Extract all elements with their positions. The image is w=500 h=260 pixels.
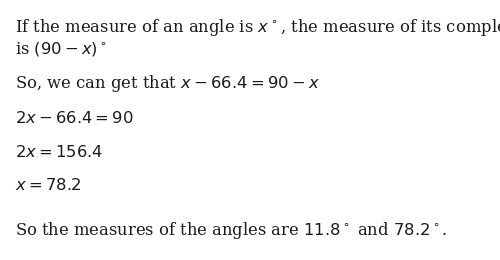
Text: So the measures of the angles are $11.8^\circ$ and $78.2^\circ$.: So the measures of the angles are $11.8^… [15,220,448,240]
Text: is $(90 - x)^\circ$: is $(90 - x)^\circ$ [15,40,107,58]
Text: $2x = 156.4$: $2x = 156.4$ [15,144,103,161]
Text: $x = 78.2$: $x = 78.2$ [15,177,82,194]
Text: So, we can get that $x - 66.4 = 90 - x$: So, we can get that $x - 66.4 = 90 - x$ [15,73,320,94]
Text: If the measure of an angle is $x^\circ$, the measure of its complement: If the measure of an angle is $x^\circ$,… [15,17,500,38]
Text: $2x - 66.4 = 90$: $2x - 66.4 = 90$ [15,110,134,127]
